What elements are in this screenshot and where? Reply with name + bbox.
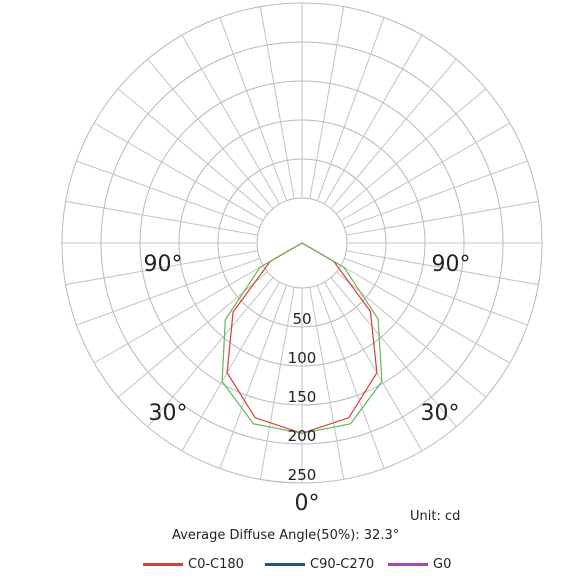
- grid-spoke: [219, 17, 288, 201]
- angle-label-bottom-0: 0°: [295, 491, 320, 516]
- grid-spoke: [340, 122, 511, 221]
- grid-spoke: [344, 160, 528, 229]
- grid-spoke: [330, 58, 457, 209]
- grid-spoke: [330, 277, 457, 428]
- grid-spoke: [309, 6, 345, 199]
- grid-spoke: [336, 88, 487, 215]
- grid-spoke: [344, 257, 528, 326]
- radial-tick-label: 150: [288, 388, 317, 406]
- angle-label-right-90: 90°: [432, 252, 471, 277]
- grid-spoke: [93, 265, 264, 364]
- grid-spoke: [346, 250, 539, 286]
- legend-item-c0-c180: C0-C180: [143, 555, 244, 573]
- curve-g0: [221, 242, 383, 434]
- legend-swatch: [388, 562, 428, 566]
- grid-spoke: [259, 287, 295, 480]
- radial-tick-labels: 50 100 150 200 250: [288, 310, 317, 484]
- angle-label-left-90: 90°: [144, 252, 183, 277]
- grid-spoke: [65, 200, 258, 236]
- grid-spoke: [117, 88, 268, 215]
- unit-label: Unit: cd: [410, 509, 461, 524]
- legend: C0-C180 C90-C270 G0: [0, 555, 582, 573]
- legend-swatch: [265, 562, 305, 566]
- legend-item-g0: G0: [388, 555, 451, 573]
- grid-spoke: [309, 287, 345, 480]
- grid-spoke: [346, 200, 539, 236]
- grid-spoke: [147, 58, 274, 209]
- grid-spoke: [316, 17, 385, 201]
- grid-spoke: [65, 250, 258, 286]
- grid-spoke: [324, 34, 423, 205]
- grid-spoke: [340, 265, 511, 364]
- grid-spoke: [76, 160, 260, 229]
- grid-spoke: [181, 34, 280, 205]
- radial-tick-label: 50: [292, 310, 311, 328]
- radial-tick-label: 200: [288, 427, 317, 445]
- grid-spoke: [316, 285, 385, 469]
- grid-spoke: [181, 281, 280, 452]
- polar-grid: [61, 2, 543, 484]
- grid-spoke: [259, 6, 295, 199]
- grid-spoke: [93, 122, 264, 221]
- grid-spoke: [324, 281, 423, 452]
- angle-labels: 90° 90° 30° 30° 0°: [144, 252, 471, 516]
- radial-tick-label: 100: [288, 349, 317, 367]
- legend-label: C0-C180: [188, 556, 244, 572]
- legend-label: C90-C270: [310, 556, 375, 572]
- grid-spoke: [147, 277, 274, 428]
- angle-label-right-30: 30°: [421, 401, 460, 426]
- diffuse-angle-label: Average Diffuse Angle(50%): 32.3°: [172, 528, 400, 543]
- angle-label-left-30: 30°: [149, 401, 188, 426]
- grid-spoke: [76, 257, 260, 326]
- legend-label: G0: [433, 556, 452, 572]
- legend-item-c90-c270: C90-C270: [265, 555, 374, 573]
- grid-spoke: [219, 285, 288, 469]
- legend-swatch: [143, 562, 183, 566]
- radial-tick-label: 250: [288, 466, 317, 484]
- intensity-curves: [221, 242, 383, 434]
